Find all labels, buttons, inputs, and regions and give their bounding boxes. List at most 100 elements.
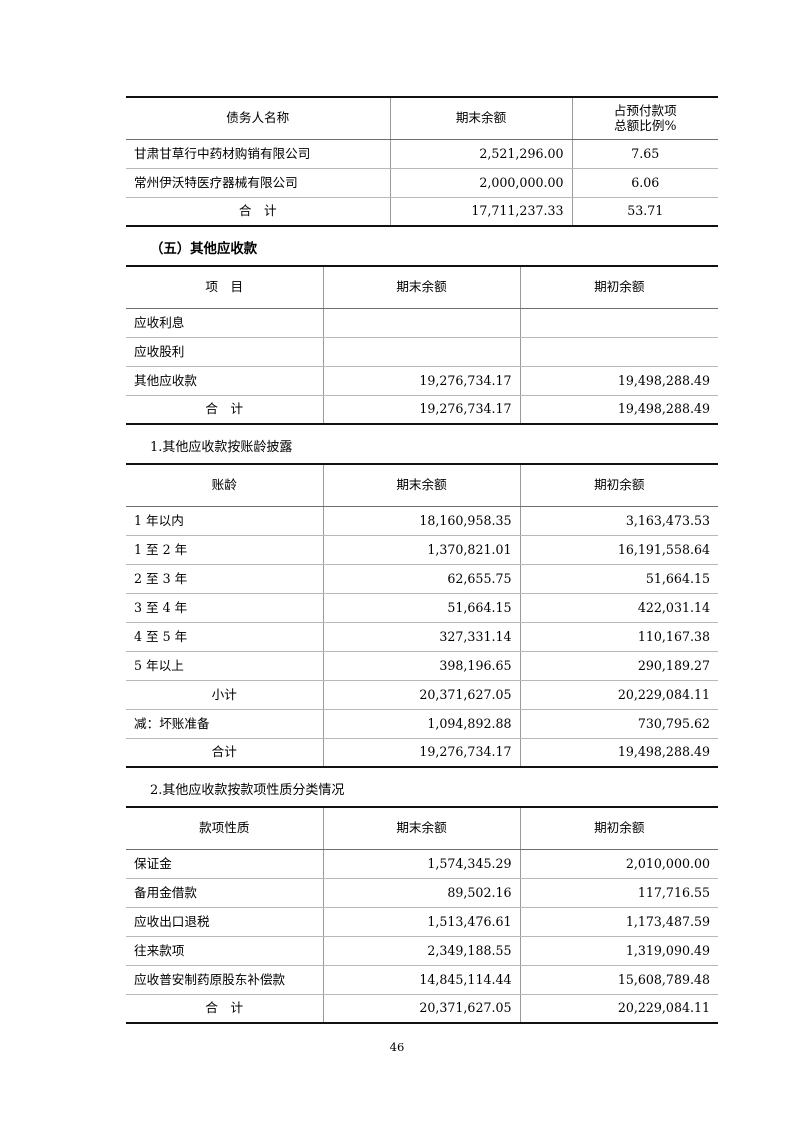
- cell-item: 其他应收款: [126, 366, 323, 396]
- table-row: 应收出口退税 1,513,476.61 1,173,487.59: [126, 907, 718, 937]
- table-row-total: 合 计 19,276,734.17 19,498,288.49: [126, 395, 718, 424]
- column-header-beginning-balance: 期初余额: [519, 464, 718, 507]
- ratio-header-line-1: 占预付款项: [613, 102, 677, 118]
- cell-ending-balance: 2,000,000.00: [389, 168, 572, 198]
- table-row-total: 合计 19,276,734.17 19,498,288.49: [126, 738, 718, 767]
- cell-beginning-balance: 110,167.38: [519, 622, 718, 652]
- cell-debtor-name: 常州伊沃特医疗器械有限公司: [126, 168, 390, 198]
- table-row: 1 年以内 18,160,958.35 3,163,473.53: [126, 506, 718, 536]
- table-row: 1 至 2 年 1,370,821.01 16,191,558.64: [126, 535, 718, 565]
- cell-beginning-balance: 422,031.14: [519, 593, 718, 623]
- table-row-total: 合 计 17,711,237.33 53.71: [126, 197, 718, 226]
- cell-beginning-balance: 3,163,473.53: [519, 506, 718, 536]
- cell-nature: 往来款项: [126, 936, 323, 966]
- cell-beginning-balance: 2,010,000.00: [519, 849, 718, 879]
- column-header-beginning-balance: 期初余额: [519, 807, 718, 850]
- cell-beginning-balance: [519, 308, 718, 338]
- cell-subtotal-beginning-balance: 20,229,084.11: [519, 680, 718, 710]
- table-row: 3 至 4 年 51,664.15 422,031.14: [126, 593, 718, 623]
- cell-beginning-balance: 1,319,090.49: [519, 936, 718, 966]
- table-row: 保证金 1,574,345.29 2,010,000.00: [126, 849, 718, 879]
- column-header-ending-balance: 期末余额: [322, 807, 520, 850]
- table-row: 5 年以上 398,196.65 290,189.27: [126, 651, 718, 681]
- cell-ending-balance: 1,574,345.29: [322, 849, 520, 879]
- table-row: 应收股利: [126, 337, 718, 367]
- cell-total-label: 合 计: [238, 203, 277, 219]
- cell-ending-balance: 62,655.75: [322, 564, 520, 594]
- cell-bad-debt-beginning-balance: 730,795.62: [519, 709, 718, 739]
- cell-total-label: 合 计: [205, 401, 244, 417]
- subsection-heading-aging: 1.其他应收款按账龄披露: [150, 440, 293, 455]
- table-row: 甘肃甘草行中药材购销有限公司 2,521,296.00 7.65: [126, 139, 718, 169]
- cell-total-ratio: 53.71: [571, 197, 718, 226]
- cell-age: 4 至 5 年: [126, 622, 323, 652]
- table-row-subtotal: 小计 20,371,627.05 20,229,084.11: [126, 680, 718, 710]
- cell-ending-balance: 19,276,734.17: [322, 366, 520, 396]
- cell-total-ending-balance: 19,276,734.17: [322, 738, 520, 767]
- table-row-header: 账龄 期末余额 期初余额: [126, 464, 718, 507]
- column-header-ending-balance: 期末余额: [389, 97, 572, 140]
- table-row: 应收普安制药原股东补偿款 14,845,114.44 15,608,789.48: [126, 965, 718, 995]
- cell-ending-balance: 14,845,114.44: [322, 965, 520, 995]
- cell-nature: 应收出口退税: [126, 907, 323, 937]
- cell-age: 2 至 3 年: [126, 564, 323, 594]
- table-row-header: 款项性质 期末余额 期初余额: [126, 807, 718, 850]
- cell-debtor-name: 甘肃甘草行中药材购销有限公司: [126, 139, 390, 169]
- cell-ending-balance: 2,349,188.55: [322, 936, 520, 966]
- cell-nature: 保证金: [126, 849, 323, 879]
- cell-nature: 应收普安制药原股东补偿款: [126, 965, 323, 995]
- column-header-ending-balance: 期末余额: [322, 464, 520, 507]
- cell-beginning-balance: [519, 337, 718, 367]
- cell-subtotal-ending-balance: 20,371,627.05: [322, 680, 520, 710]
- cell-beginning-balance: 16,191,558.64: [519, 535, 718, 565]
- table-row-bad-debt: 减：坏账准备 1,094,892.88 730,795.62: [126, 709, 718, 739]
- table-row-header: 债务人名称 期末余额 占预付款项 总额比例%: [126, 97, 718, 140]
- ratio-header-line-2: 总额比例%: [614, 118, 677, 134]
- table-nature: 款项性质 期末余额 期初余额 保证金 1,574,345.29 2,010,00…: [126, 806, 718, 1024]
- table-aging: 账龄 期末余额 期初余额 1 年以内 18,160,958.35 3,163,4…: [126, 463, 718, 768]
- cell-beginning-balance: 19,498,288.49: [519, 366, 718, 396]
- cell-ending-balance: 2,521,296.00: [389, 139, 572, 169]
- page-content: 债务人名称 期末余额 占预付款项 总额比例% 甘肃甘草行中药材购销有限公司 2,5…: [126, 96, 718, 1024]
- table-row: 应收利息: [126, 308, 718, 338]
- column-header-age: 账龄: [126, 464, 323, 507]
- cell-bad-debt-ending-balance: 1,094,892.88: [322, 709, 520, 739]
- cell-ending-balance: 398,196.65: [322, 651, 520, 681]
- cell-ratio: 6.06: [571, 168, 718, 198]
- cell-total-ending-balance: 20,371,627.05: [322, 994, 520, 1023]
- subsection-heading-nature: 2.其他应收款按款项性质分类情况: [150, 783, 345, 798]
- table-row: 常州伊沃特医疗器械有限公司 2,000,000.00 6.06: [126, 168, 718, 198]
- section-heading-other-receivables: （五）其他应收款: [150, 242, 258, 257]
- cell-ending-balance: [322, 337, 520, 367]
- cell-total-beginning-balance: 19,498,288.49: [519, 738, 718, 767]
- cell-total-ending-balance: 19,276,734.17: [322, 395, 520, 424]
- cell-bad-debt-label: 减：坏账准备: [126, 709, 323, 739]
- cell-total-beginning-balance: 19,498,288.49: [519, 395, 718, 424]
- column-header-ending-balance: 期末余额: [322, 266, 520, 309]
- cell-beginning-balance: 290,189.27: [519, 651, 718, 681]
- table-debtors: 债务人名称 期末余额 占预付款项 总额比例% 甘肃甘草行中药材购销有限公司 2,5…: [126, 96, 718, 227]
- cell-ending-balance: 1,370,821.01: [322, 535, 520, 565]
- cell-item: 应收股利: [126, 337, 323, 367]
- cell-ending-balance: 327,331.14: [322, 622, 520, 652]
- table-row-header: 项 目 期末余额 期初余额: [126, 266, 718, 309]
- table-row-total: 合 计 20,371,627.05 20,229,084.11: [126, 994, 718, 1023]
- cell-beginning-balance: 51,664.15: [519, 564, 718, 594]
- column-header-prepayment-ratio: 占预付款项 总额比例%: [571, 97, 718, 140]
- cell-ending-balance: 1,513,476.61: [322, 907, 520, 937]
- cell-ending-balance: 51,664.15: [322, 593, 520, 623]
- cell-ending-balance: 18,160,958.35: [322, 506, 520, 536]
- cell-age: 3 至 4 年: [126, 593, 323, 623]
- table-row: 往来款项 2,349,188.55 1,319,090.49: [126, 936, 718, 966]
- cell-ending-balance: 89,502.16: [322, 878, 520, 908]
- cell-total-beginning-balance: 20,229,084.11: [519, 994, 718, 1023]
- table-row: 2 至 3 年 62,655.75 51,664.15: [126, 564, 718, 594]
- cell-beginning-balance: 1,173,487.59: [519, 907, 718, 937]
- cell-age: 5 年以上: [126, 651, 323, 681]
- table-row: 其他应收款 19,276,734.17 19,498,288.49: [126, 366, 718, 396]
- table-row: 备用金借款 89,502.16 117,716.55: [126, 878, 718, 908]
- cell-age: 1 年以内: [126, 506, 323, 536]
- cell-item: 应收利息: [126, 308, 323, 338]
- cell-subtotal-label: 小计: [126, 680, 323, 710]
